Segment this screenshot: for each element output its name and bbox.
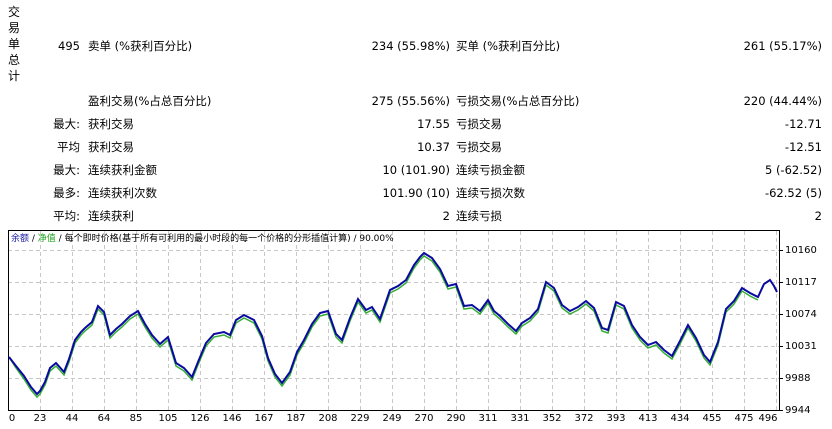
x-tick: 290 [446, 413, 466, 424]
balance-equity-chart [8, 230, 783, 411]
legend-separator: / [350, 234, 360, 244]
short-positions-label: 卖单 (%获利百分比) [88, 39, 193, 53]
loss-trades-label: 亏损交易(%占总百分比) [456, 94, 580, 108]
x-tick: 352 [542, 413, 562, 424]
stat-prefix: 平均 [57, 140, 80, 154]
x-tick: 270 [414, 413, 434, 424]
stat-prefix: 最大: [53, 163, 80, 177]
x-tick: 187 [286, 413, 306, 424]
legend-balance: 余额 [11, 234, 30, 244]
stat-left-label: 获利交易 [88, 117, 134, 131]
stat-right-label: 连续亏损次数 [456, 186, 525, 200]
stat-left-label: 获利交易 [88, 140, 134, 154]
side-label-trade-total: 交 易 单 总 计 [8, 4, 20, 84]
stat-right-value: -12.51 [784, 140, 822, 154]
x-tick: 85 [129, 413, 143, 424]
x-tick: 249 [382, 413, 402, 424]
x-tick: 0 [8, 413, 16, 424]
stat-left-value: 101.90 (10) [382, 186, 450, 200]
side-char: 总 [8, 53, 21, 67]
x-tick: 434 [670, 413, 690, 424]
balance-line [8, 251, 778, 396]
x-tick: 229 [350, 413, 370, 424]
stat-right-label: 连续亏损金额 [456, 163, 525, 177]
side-char: 易 [8, 21, 21, 35]
x-tick: 105 [158, 413, 178, 424]
y-tick: 10031 [785, 341, 817, 352]
legend-separator: / [29, 234, 38, 244]
x-tick: 475 [734, 413, 754, 424]
long-positions-label: 买单 (%获利百分比) [456, 39, 561, 53]
legend-separator: / [55, 234, 65, 244]
y-axis-ticks [779, 250, 783, 411]
stat-right-label: 连续亏损 [456, 209, 502, 223]
legend-quality: 90.00% [359, 234, 394, 244]
stat-right-value: 5 (-62.52) [764, 163, 822, 177]
x-tick: 311 [478, 413, 498, 424]
x-tick: 331 [510, 413, 530, 424]
chart-grid [8, 231, 779, 410]
x-tick: 372 [574, 413, 594, 424]
stat-left-value: 17.55 [417, 117, 450, 131]
x-tick: 146 [222, 413, 242, 424]
stat-left-value: 10 (101.90) [382, 163, 450, 177]
stat-left-value: 10.37 [417, 140, 450, 154]
x-tick: 126 [190, 413, 210, 424]
equity-line [8, 255, 759, 399]
stat-right-value: -12.71 [784, 117, 822, 131]
stat-left-label: 连续获利 [88, 209, 134, 223]
profit-trades-value: 275 (55.56%) [371, 94, 450, 108]
y-tick: 10074 [785, 309, 817, 320]
stat-left-label: 连续获利金额 [88, 163, 157, 177]
x-tick: 413 [638, 413, 658, 424]
stat-left-value: 2 [442, 209, 450, 223]
short-positions-value: 234 (55.98%) [371, 39, 450, 53]
side-char: 单 [8, 37, 21, 51]
stat-prefix: 最大: [53, 117, 80, 131]
x-tick: 496 [758, 413, 778, 424]
side-char: 计 [8, 69, 21, 83]
y-tick: 10117 [785, 277, 817, 288]
stat-right-value: 2 [814, 209, 822, 223]
long-positions-value: 261 (55.17%) [743, 39, 822, 53]
x-tick: 208 [318, 413, 338, 424]
legend-model: 每个即时价格(基于所有可利用的最小时段的每一个价格的分形插值计算) [64, 234, 351, 244]
legend-equity: 净值 [37, 234, 56, 244]
stat-right-label: 亏损交易 [456, 117, 502, 131]
y-tick: 9944 [785, 405, 811, 416]
loss-trades-value: 220 (44.44%) [743, 94, 822, 108]
profit-trades-label: 盈利交易(%占总百分比) [88, 94, 212, 108]
y-tick: 9988 [785, 373, 811, 384]
chart-frame [8, 230, 780, 411]
stat-prefix: 最多: [53, 186, 80, 200]
stat-left-label: 连续获利次数 [88, 186, 157, 200]
side-char: 交 [8, 5, 21, 19]
chart-legend: 余额 / 净值 / 每个即时价格(基于所有可利用的最小时段的每一个价格的分形插值… [11, 233, 394, 245]
stat-right-value: -62.52 (5) [764, 186, 822, 200]
total-trades-value: 495 [58, 39, 80, 53]
stat-right-label: 亏损交易 [456, 140, 502, 154]
x-tick: 167 [254, 413, 274, 424]
x-tick: 393 [606, 413, 626, 424]
stat-prefix: 平均: [53, 209, 80, 223]
y-tick: 10160 [785, 245, 817, 256]
x-tick: 455 [702, 413, 722, 424]
x-tick: 64 [97, 413, 111, 424]
x-tick: 23 [33, 413, 47, 424]
x-tick: 44 [65, 413, 79, 424]
